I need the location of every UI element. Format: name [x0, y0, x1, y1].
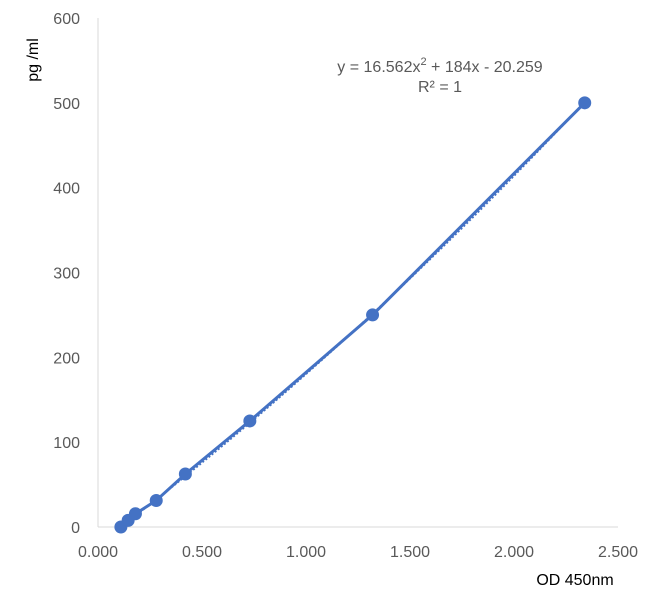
y-tick-labels: 0 100 200 300 400 500 600: [53, 11, 80, 537]
data-point: [578, 96, 592, 110]
x-tick-label: 2.000: [494, 544, 534, 561]
y-tick-label: 400: [53, 181, 80, 198]
series-line: [119, 101, 586, 529]
data-point: [366, 308, 380, 322]
equation-rest: + 184x - 20.259: [427, 59, 543, 76]
x-tick-label: 0.000: [78, 544, 118, 561]
y-tick-label: 100: [53, 435, 80, 452]
y-tick-label: 0: [71, 520, 80, 537]
x-tick-label: 0.500: [182, 544, 222, 561]
x-tick-label: 1.000: [286, 544, 326, 561]
data-point: [178, 467, 192, 481]
x-tick-label: 1.500: [390, 544, 430, 561]
data-point: [149, 493, 163, 507]
axes: 0.000 0.500 1.000 1.500 2.000 2.500 0 100 200 30…: [53, 11, 638, 561]
x-tick-labels: 0.000 0.500 1.000 1.500 2.000 2.500: [78, 544, 638, 561]
y-tick-label: 500: [53, 96, 80, 113]
r-squared-label: R² = 1: [418, 79, 462, 96]
x-tick-label: 2.500: [598, 544, 638, 561]
y-tick-label: 200: [53, 350, 80, 367]
data-point: [128, 507, 142, 521]
equation-exponent: 2: [420, 56, 426, 68]
data-point: [243, 414, 257, 428]
trendline-path: [120, 101, 586, 528]
trendline: [120, 101, 586, 528]
y-axis-title: pg /ml: [25, 38, 42, 82]
y-tick-label: 300: [53, 266, 80, 283]
data-points: [114, 96, 592, 534]
equation-main: y = 16.562x: [337, 59, 420, 76]
y-tick-label: 600: [53, 11, 80, 28]
x-axis-title: OD 450nm: [536, 572, 613, 589]
trendline-equation: y = 16.562x2 + 184x - 20.259: [337, 56, 542, 76]
